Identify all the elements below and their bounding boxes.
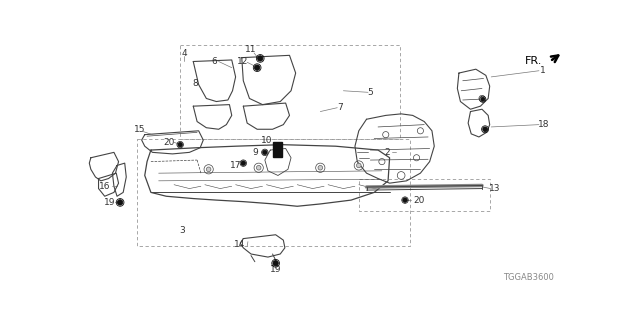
Text: 6: 6 (211, 57, 217, 66)
Text: 5: 5 (367, 88, 373, 97)
Bar (137, 139, 410, 246)
Circle shape (257, 56, 263, 61)
Text: 9: 9 (252, 148, 258, 157)
Circle shape (241, 161, 246, 165)
Circle shape (483, 127, 488, 132)
Text: 17: 17 (230, 161, 241, 170)
Text: 14: 14 (234, 240, 246, 249)
Circle shape (403, 198, 407, 203)
Bar (359, 179, 490, 211)
Bar (180, 44, 399, 139)
Text: 15: 15 (134, 125, 145, 134)
Text: 20: 20 (163, 138, 174, 147)
Circle shape (117, 200, 123, 205)
Text: 20: 20 (413, 196, 424, 204)
Text: 1: 1 (540, 66, 546, 75)
Text: 11: 11 (245, 45, 257, 54)
Text: 2: 2 (384, 148, 390, 157)
Text: 13: 13 (490, 184, 501, 193)
Text: 7: 7 (337, 103, 343, 112)
Circle shape (356, 163, 361, 168)
Circle shape (257, 165, 261, 170)
Text: FR.: FR. (525, 57, 542, 67)
Text: 19: 19 (270, 265, 282, 274)
Circle shape (178, 142, 182, 147)
Text: 4: 4 (181, 49, 187, 58)
Circle shape (481, 97, 484, 101)
Text: 19: 19 (104, 198, 115, 207)
Text: 3: 3 (179, 227, 184, 236)
Text: TGGAB3600: TGGAB3600 (503, 273, 554, 282)
Text: 12: 12 (237, 57, 248, 66)
Text: 16: 16 (99, 182, 111, 191)
Bar (273, 141, 282, 157)
Circle shape (255, 65, 260, 70)
Text: 8: 8 (193, 78, 198, 88)
Circle shape (318, 165, 323, 170)
Circle shape (262, 150, 267, 155)
Text: 10: 10 (260, 136, 272, 145)
Circle shape (206, 167, 211, 172)
Text: 18: 18 (538, 120, 549, 129)
Circle shape (273, 260, 278, 266)
